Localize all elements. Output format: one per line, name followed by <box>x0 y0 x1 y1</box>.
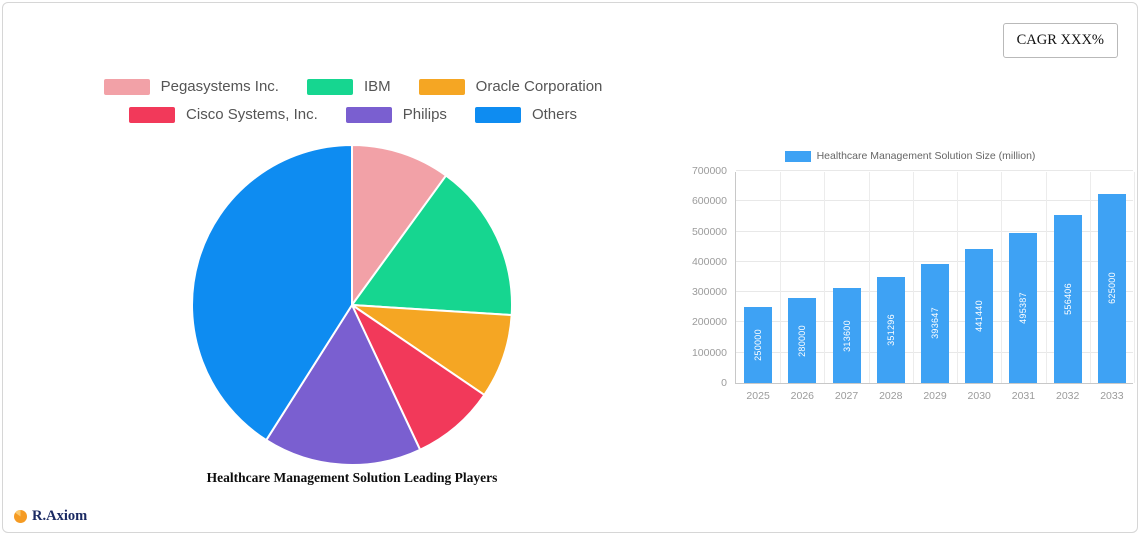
axiom-logo-icon <box>14 509 27 523</box>
pie-slice-1[interactable] <box>351 174 513 317</box>
pie-slice-3[interactable] <box>351 304 486 451</box>
y-tick-label: 0 <box>721 377 727 389</box>
h-gridline <box>736 170 1133 171</box>
v-gridline <box>912 172 914 383</box>
bar-plot-area: 0 100000 200000 300000 400000 500000 600000 700… <box>692 165 1135 402</box>
y-tick-label: 700000 <box>691 165 727 177</box>
bar-2032[interactable]: 556406 <box>1053 214 1082 383</box>
x-tick-label: 2033 <box>1100 390 1124 402</box>
brand-name: R.Axiom <box>32 508 88 524</box>
bar-2028[interactable]: 351296 <box>876 276 905 383</box>
legend-swatch <box>474 106 521 123</box>
x-tick-label: 2032 <box>1055 390 1080 402</box>
v-gridline <box>1089 172 1091 383</box>
v-gridline <box>868 172 870 383</box>
bar-value-label: 441440 <box>974 300 985 333</box>
x-tick-label: 2028 <box>879 390 903 402</box>
pie-slice-0[interactable] <box>351 144 448 306</box>
y-tick-label: 300000 <box>691 286 727 299</box>
legend-label: Oracle Corporation <box>475 78 603 95</box>
x-tick-label: 2027 <box>834 390 859 402</box>
pie-legend-item-2[interactable]: Oracle Corporation <box>418 78 603 95</box>
v-gridline <box>1045 172 1047 383</box>
bar-chart: Healthcare Management Solution Size (mil… <box>682 150 1137 402</box>
pie-legend: Pegasystems Inc. IBM Oracle Corporation Ci… <box>58 78 648 123</box>
bar-value-label: 313600 <box>841 319 852 352</box>
y-tick-label: 500000 <box>691 225 727 238</box>
bar-value-label: 250000 <box>753 329 764 362</box>
legend-swatch <box>345 106 392 123</box>
legend-swatch <box>129 106 176 123</box>
pie-slice-5[interactable] <box>191 144 353 442</box>
v-gridline <box>957 172 959 383</box>
h-gridline <box>736 230 1133 232</box>
pie-legend-item-3[interactable]: Cisco Systems, Inc. <box>129 106 318 123</box>
legend-label: Philips <box>402 106 447 123</box>
bar-legend-swatch <box>784 150 811 162</box>
pie-slice-4[interactable] <box>265 304 422 466</box>
pie-legend-row-2: Cisco Systems, Inc. Philips Others <box>58 106 648 123</box>
x-tick-label: 2031 <box>1011 390 1036 402</box>
pie-slice-2[interactable] <box>351 304 513 396</box>
legend-label: Others <box>531 106 577 123</box>
pie-legend-item-5[interactable]: Others <box>474 106 577 123</box>
bar-value-label: 556406 <box>1062 282 1073 315</box>
bar-2027[interactable]: 313600 <box>832 288 861 383</box>
legend-swatch <box>103 78 150 95</box>
y-tick-label: 400000 <box>691 255 727 268</box>
x-tick-label: 2029 <box>923 390 947 402</box>
h-gridline <box>736 260 1133 262</box>
legend-label: IBM <box>363 78 391 95</box>
pie-title: Healthcare Management Solution Leading P… <box>206 470 498 485</box>
v-gridline <box>780 172 782 383</box>
bar-2033[interactable]: 625000 <box>1097 193 1126 383</box>
cagr-badge: CAGR XXX% <box>1002 23 1118 58</box>
x-tick-label: 2025 <box>746 390 770 402</box>
pie-legend-item-4[interactable]: Philips <box>345 106 447 123</box>
bar-2029[interactable]: 393647 <box>921 263 949 383</box>
bar-value-label: 393647 <box>930 307 940 340</box>
bar-2030[interactable]: 441440 <box>965 249 994 383</box>
legend-swatch <box>306 78 353 95</box>
y-tick-label: 100000 <box>691 346 727 359</box>
bar-value-label: 625000 <box>1106 272 1117 305</box>
v-gridline <box>824 172 826 383</box>
x-tick-label: 2026 <box>790 390 815 402</box>
y-tick-label: 200000 <box>691 316 727 329</box>
bar-legend-label: Healthcare Management Solution Size (mil… <box>816 150 1036 162</box>
bar-value-label: 280000 <box>797 324 808 357</box>
v-gridline <box>1001 172 1003 383</box>
bar-2031[interactable]: 495387 <box>1009 232 1038 383</box>
v-gridline <box>1134 172 1135 383</box>
bar-value-label: 495387 <box>1018 292 1029 324</box>
legend-label: Cisco Systems, Inc. <box>186 106 318 123</box>
pie-legend-item-1[interactable]: IBM <box>306 78 391 95</box>
bar-2025[interactable]: 250000 <box>744 307 773 383</box>
pie-legend-row-1: Pegasystems Inc. IBM Oracle Corporation <box>58 78 648 95</box>
pie-chart <box>191 144 513 466</box>
pie-legend-item-0[interactable]: Pegasystems Inc. <box>103 78 279 95</box>
legend-label: Pegasystems Inc. <box>160 78 279 95</box>
bar-value-label: 351296 <box>885 313 896 346</box>
brand-logo[interactable]: R.Axiom <box>13 508 87 525</box>
bar-2026[interactable]: 280000 <box>788 298 817 383</box>
legend-swatch <box>418 78 465 95</box>
x-tick-label: 2030 <box>967 390 991 402</box>
h-gridline <box>736 200 1133 202</box>
bar-chart-legend[interactable]: Healthcare Management Solution Size (mil… <box>682 150 1137 162</box>
y-tick-label: 600000 <box>691 195 727 208</box>
